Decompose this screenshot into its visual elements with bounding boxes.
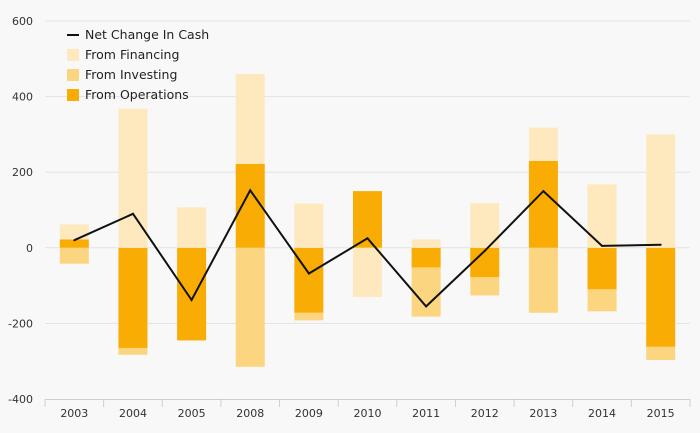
x-tick-label: 2009: [295, 407, 323, 420]
x-tick-label: 2008: [236, 407, 264, 420]
bar-from-operations-2014: [587, 247, 617, 290]
net-change-point-2013: [542, 190, 545, 193]
legend-label-from-operations: From Operations: [85, 87, 189, 102]
x-tick-label: 2013: [529, 407, 557, 420]
legend-label-from-investing: From Investing: [85, 67, 177, 82]
x-tick-label: 2012: [471, 407, 499, 420]
bars: [59, 73, 676, 367]
bar-from-financing-2009: [294, 203, 324, 248]
bar-from-financing-2004: [118, 108, 148, 248]
bar-from-operations-2004: [118, 247, 148, 348]
legend: Net Change In Cash From Financing From Inv…: [67, 27, 209, 102]
bar-from-investing-2009: [294, 312, 324, 321]
legend-label-from-financing: From Financing: [85, 47, 179, 62]
x-axis: 2003 2004 2005 2008 2009 2010 2011 2012 2013 2014…: [44, 399, 691, 420]
x-tick-label: 2003: [60, 407, 88, 420]
net-change-point-2014: [601, 244, 604, 247]
bar-from-investing-2014: [587, 289, 617, 312]
net-change-point-2009: [307, 272, 310, 275]
x-tick-label: 2014: [588, 407, 616, 420]
net-change-point-2010: [366, 237, 369, 240]
y-tick-label: 600: [12, 15, 33, 28]
bar-from-investing-2015: [646, 346, 676, 361]
net-change-point-2015: [659, 243, 662, 246]
legend-label-net-change-in-cash: Net Change In Cash: [85, 27, 209, 42]
bar-from-investing-2013: [528, 247, 558, 313]
net-change-line: [73, 188, 662, 308]
bar-from-operations-2011: [411, 247, 441, 268]
x-tick-label: 2010: [354, 407, 382, 420]
net-change-point-2005: [190, 298, 193, 301]
bar-from-financing-2008: [235, 73, 265, 164]
bar-from-operations-2015: [646, 247, 676, 347]
bar-from-financing-2005: [177, 207, 207, 248]
bar-from-financing-2011: [411, 239, 441, 248]
bar-from-financing-2015: [646, 134, 676, 248]
net-change-point-2003: [73, 239, 76, 242]
x-tick-label: 2005: [178, 407, 206, 420]
bar-from-operations-2013: [528, 160, 558, 248]
net-change-point-2012: [483, 249, 486, 252]
bar-from-financing-2013: [528, 127, 558, 161]
bar-from-investing-2008: [235, 247, 265, 367]
net-change-point-2004: [131, 212, 134, 215]
y-tick-label: 0: [26, 242, 33, 255]
legend-swatch-from-investing: [67, 69, 79, 81]
legend-swatch-from-financing: [67, 49, 79, 61]
x-tick-label: 2011: [412, 407, 440, 420]
y-axis: -400 -200 0 200 400 600: [8, 15, 33, 406]
net-change-point-2011: [425, 305, 428, 308]
bar-from-financing-2010: [353, 247, 382, 297]
bar-from-operations-2008: [235, 163, 265, 248]
y-tick-label: -200: [8, 317, 33, 330]
bar-from-operations-2005: [177, 247, 207, 341]
y-tick-label: 200: [12, 166, 33, 179]
y-tick-label: 400: [12, 91, 33, 104]
bar-from-financing-2003: [59, 224, 89, 240]
bar-from-investing-2012: [470, 277, 500, 296]
x-tick-label: 2015: [647, 407, 675, 420]
bar-from-investing-2011: [411, 267, 441, 317]
net-change-point-2008: [249, 189, 252, 192]
bar-from-investing-2004: [118, 347, 148, 355]
bar-from-investing-2003: [59, 247, 89, 264]
legend-swatch-from-operations: [67, 89, 79, 101]
bar-from-operations-2012: [470, 247, 500, 278]
y-tick-label: -400: [8, 393, 33, 406]
bar-from-financing-2014: [587, 184, 617, 248]
bar-from-operations-2003: [59, 239, 89, 248]
x-tick-label: 2004: [119, 407, 147, 420]
